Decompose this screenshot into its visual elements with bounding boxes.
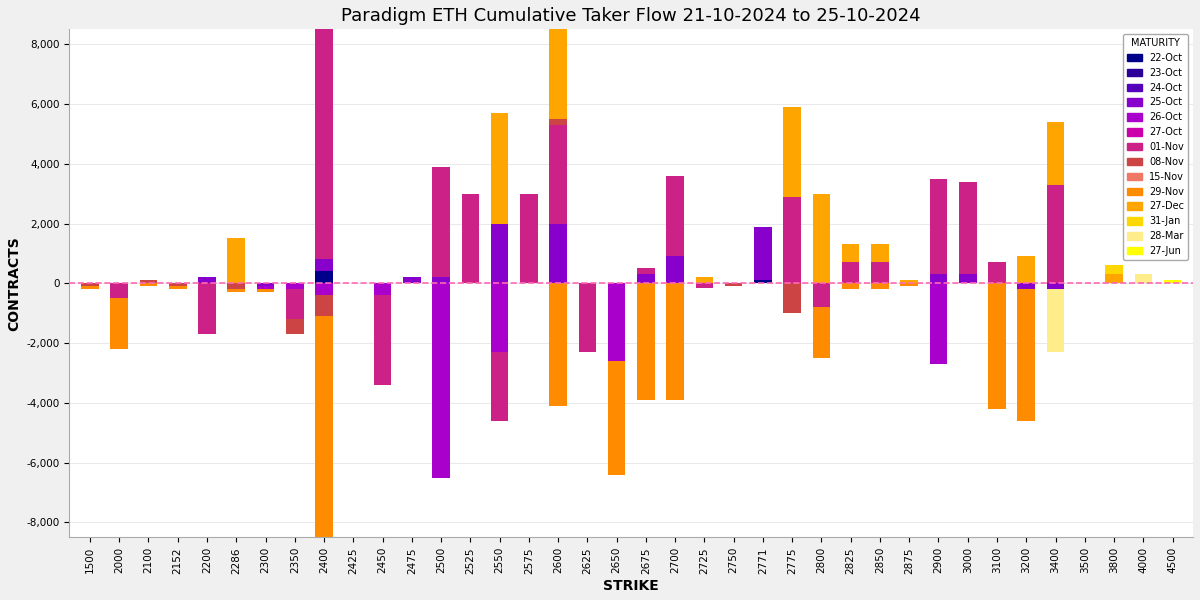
- Bar: [82, 283, 98, 286]
- Bar: [198, 283, 216, 334]
- Bar: [842, 283, 859, 289]
- Bar: [550, 0, 566, 119]
- Bar: [169, 283, 186, 286]
- Bar: [930, 283, 947, 364]
- Bar: [257, 283, 275, 286]
- Bar: [1018, 256, 1036, 283]
- Title: Paradigm ETH Cumulative Taker Flow 21-10-2024 to 25-10-2024: Paradigm ETH Cumulative Taker Flow 21-10…: [342, 7, 922, 25]
- Bar: [1164, 280, 1181, 283]
- Bar: [930, 274, 947, 283]
- Bar: [754, 280, 772, 283]
- Bar: [871, 262, 889, 283]
- Bar: [989, 283, 1006, 409]
- Bar: [228, 289, 245, 292]
- Bar: [666, 256, 684, 283]
- Bar: [784, 107, 800, 197]
- Bar: [110, 298, 128, 349]
- Y-axis label: CONTRACTS: CONTRACTS: [7, 236, 20, 331]
- Bar: [842, 262, 859, 283]
- Bar: [989, 262, 1006, 283]
- Bar: [1046, 122, 1064, 185]
- Bar: [959, 274, 977, 283]
- Bar: [842, 244, 859, 262]
- Bar: [696, 283, 713, 288]
- Bar: [959, 182, 977, 274]
- Bar: [784, 283, 800, 313]
- Bar: [1018, 283, 1036, 289]
- Bar: [403, 277, 420, 283]
- Bar: [373, 295, 391, 385]
- Bar: [637, 283, 655, 400]
- Bar: [608, 283, 625, 361]
- Bar: [82, 286, 98, 289]
- Bar: [462, 194, 479, 283]
- Bar: [373, 283, 391, 295]
- Bar: [228, 238, 245, 283]
- Bar: [316, 295, 332, 316]
- Bar: [754, 227, 772, 280]
- Bar: [666, 283, 684, 400]
- Bar: [812, 194, 830, 283]
- Bar: [578, 283, 596, 352]
- Bar: [1018, 289, 1036, 421]
- Bar: [316, 283, 332, 295]
- Bar: [666, 176, 684, 256]
- Bar: [286, 319, 304, 334]
- Bar: [491, 352, 509, 421]
- Bar: [228, 283, 245, 289]
- Bar: [432, 283, 450, 478]
- Bar: [169, 286, 186, 289]
- Bar: [520, 194, 538, 283]
- Bar: [432, 277, 450, 283]
- Bar: [1134, 274, 1152, 283]
- Bar: [198, 277, 216, 283]
- Bar: [316, 17, 332, 259]
- Bar: [930, 179, 947, 274]
- Bar: [491, 224, 509, 283]
- Bar: [871, 283, 889, 289]
- Bar: [491, 283, 509, 352]
- Bar: [900, 283, 918, 286]
- Bar: [637, 268, 655, 274]
- Bar: [784, 197, 800, 283]
- Bar: [900, 280, 918, 283]
- Bar: [812, 283, 830, 307]
- Bar: [550, 283, 566, 406]
- Bar: [316, 316, 332, 543]
- Bar: [139, 280, 157, 283]
- Bar: [286, 289, 304, 319]
- Bar: [257, 286, 275, 289]
- Bar: [725, 283, 743, 286]
- Bar: [550, 224, 566, 283]
- X-axis label: STRIKE: STRIKE: [604, 579, 659, 593]
- Legend: 22-Oct, 23-Oct, 24-Oct, 25-Oct, 26-Oct, 27-Oct, 01-Nov, 08-Nov, 15-Nov, 29-Nov, : 22-Oct, 23-Oct, 24-Oct, 25-Oct, 26-Oct, …: [1123, 34, 1188, 260]
- Bar: [1105, 274, 1123, 283]
- Bar: [316, 259, 332, 271]
- Bar: [871, 244, 889, 262]
- Bar: [491, 113, 509, 224]
- Bar: [637, 274, 655, 283]
- Bar: [316, 271, 332, 283]
- Bar: [550, 125, 566, 224]
- Bar: [812, 307, 830, 358]
- Bar: [1046, 289, 1064, 352]
- Bar: [257, 289, 275, 292]
- Bar: [286, 283, 304, 289]
- Bar: [608, 361, 625, 475]
- Bar: [696, 277, 713, 283]
- Bar: [316, 543, 332, 600]
- Bar: [550, 119, 566, 125]
- Bar: [110, 283, 128, 298]
- Bar: [1046, 185, 1064, 283]
- Bar: [1105, 265, 1123, 274]
- Bar: [1046, 283, 1064, 289]
- Bar: [432, 167, 450, 277]
- Bar: [139, 283, 157, 286]
